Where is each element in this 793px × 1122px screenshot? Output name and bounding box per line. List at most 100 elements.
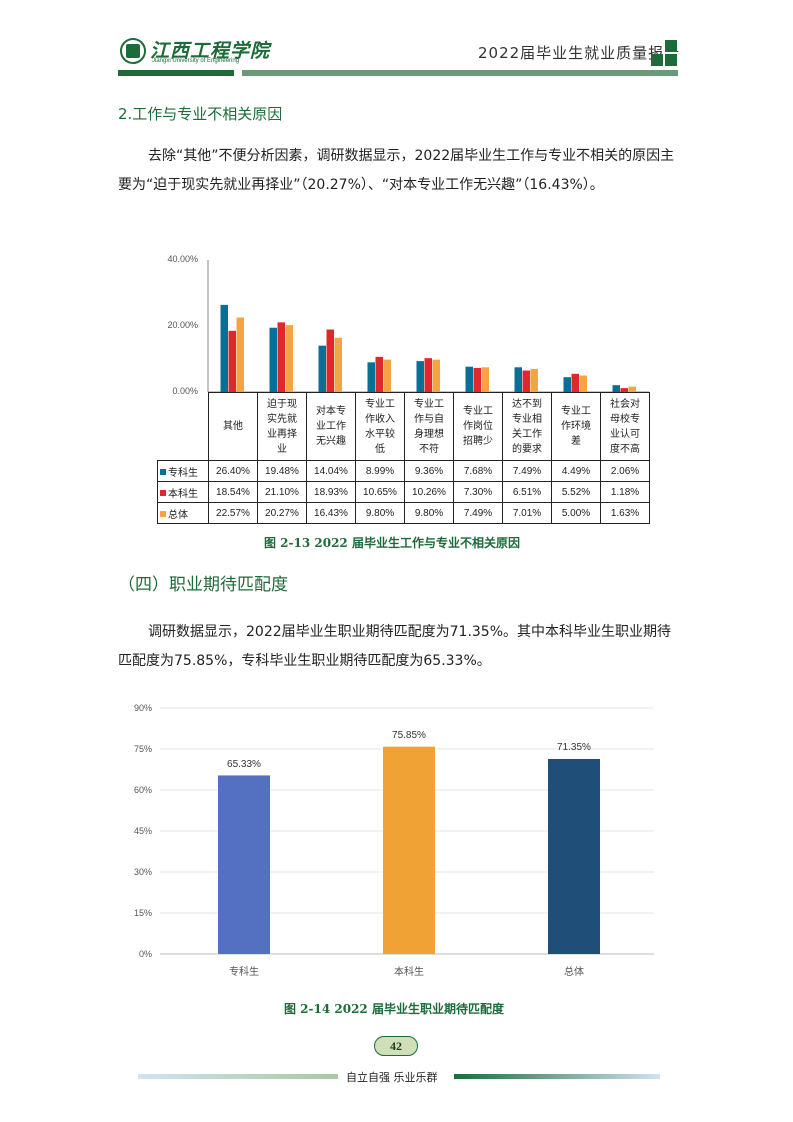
category-label-line: 其他 xyxy=(223,421,243,432)
x-tick-label: 迫于现实先就业再择业 xyxy=(257,392,307,461)
x-tick-label: 专科生 xyxy=(229,967,259,978)
data-label: 1.63% xyxy=(600,502,650,524)
footer-motto: 自立自强 乐业乐群 xyxy=(346,1071,438,1084)
y-tick-label: 90% xyxy=(133,703,152,713)
section-paragraph: 去除“其他”不便分析因素，调研数据显示，2022届毕业生工作与专业不相关的原因主… xyxy=(118,148,675,193)
bar xyxy=(628,386,636,392)
y-tick-label: 45% xyxy=(133,826,152,836)
data-label: 75.85% xyxy=(392,730,426,741)
bar xyxy=(228,330,236,392)
y-tick-label: 40.00% xyxy=(167,254,198,264)
legend-entry: 总体 xyxy=(157,502,209,524)
bar xyxy=(375,356,383,392)
header-rule-left xyxy=(118,70,234,76)
y-tick-label: 20.00% xyxy=(167,320,198,330)
x-tick-label: 达不到 专业相 关工作 的要求 xyxy=(502,392,552,461)
bar xyxy=(285,325,293,392)
category-label-line: 差 xyxy=(571,436,581,447)
legend-swatch xyxy=(160,510,166,517)
data-label: 65.33% xyxy=(227,759,261,770)
legend-swatch xyxy=(160,468,166,475)
bar xyxy=(473,367,481,392)
bar xyxy=(432,359,440,392)
school-name-en: Jiangxi University of Engineering xyxy=(152,58,240,64)
category-label-line: 母校专 xyxy=(610,413,640,425)
bar xyxy=(218,775,270,954)
series-name: 总体 xyxy=(168,509,188,521)
category-label-line: 水平较 xyxy=(365,428,395,440)
y-tick-label: 0% xyxy=(138,949,152,959)
x-tick-label: 专业工 作环境差 xyxy=(551,392,601,461)
bar xyxy=(383,746,435,954)
footer-rule-right xyxy=(454,1074,660,1079)
bar xyxy=(236,317,244,392)
category-label-line: 不符 xyxy=(419,443,439,455)
chapter-paragraph: 调研数据显示，2022届毕业生职业期待匹配度为71.35%。其中本科毕业生职业期… xyxy=(118,624,672,669)
x-tick-label: 专业工 作岗位 招聘少 xyxy=(453,392,503,461)
chart-data-table: 其他 迫于现 实先就 业再择业对本专 业工作 无兴趣 专业工 作收入 水平较低专业工 作与自 身理想… xyxy=(157,392,650,524)
school-name-cn: 江西工程学院 xyxy=(150,40,271,62)
category-label-line: 业工作 xyxy=(316,421,346,432)
category-label-line: 度不高 xyxy=(610,443,640,455)
x-tick-label: 总体 xyxy=(564,967,584,978)
category-label-line: 招聘少 xyxy=(463,436,493,447)
category-label-line: 无兴趣 xyxy=(316,436,346,447)
category-label-line: 迫于现 xyxy=(267,398,297,410)
bar xyxy=(522,370,530,392)
category-label-line: 实先就 xyxy=(267,413,297,425)
y-tick-label: 60% xyxy=(133,785,152,795)
bar xyxy=(530,368,538,392)
bar xyxy=(424,358,432,392)
category-label-line: 作环境 xyxy=(561,421,591,432)
bar xyxy=(277,322,285,392)
data-label: 16.43% xyxy=(306,502,356,524)
table-row: 总体 22.57% 20.27% 16.43% 9.80% 9.80% 7.49% 7.01%… xyxy=(157,502,650,524)
category-label-line: 低 xyxy=(375,443,385,455)
category-label-line: 专业工 xyxy=(365,398,395,410)
y-tick-label: 75% xyxy=(133,744,152,754)
bar xyxy=(612,385,620,392)
x-tick-label: 社会对 母校专 业认可 度不高 xyxy=(600,392,650,461)
x-tick-label: 本科生 xyxy=(394,967,424,978)
y-tick-label: 30% xyxy=(133,867,152,877)
data-label: 7.01% xyxy=(502,502,552,524)
bar xyxy=(481,367,489,392)
category-label-line: 社会对 xyxy=(610,398,640,410)
bar xyxy=(383,359,391,392)
category-label-line: 专业工 xyxy=(414,398,444,410)
bar xyxy=(334,337,342,392)
category-label-line: 业 xyxy=(277,443,287,455)
y-tick-label: 0.00% xyxy=(172,386,198,396)
category-label-line: 关工作 xyxy=(512,428,542,440)
category-label-line: 作岗位 xyxy=(463,421,493,432)
data-label: 7.49% xyxy=(453,502,503,524)
category-label-line: 身理想 xyxy=(414,428,444,440)
category-label-line: 作与自 xyxy=(414,413,444,425)
data-label: 22.57% xyxy=(208,502,258,524)
y-tick-label: 15% xyxy=(133,908,152,918)
category-label-line: 专业工 xyxy=(561,406,591,417)
data-label: 71.35% xyxy=(557,742,591,753)
data-label: 5.00% xyxy=(551,502,601,524)
chapter-title: （四）职业期待匹配度 xyxy=(118,575,288,595)
bar xyxy=(220,304,228,392)
header-squares-icon xyxy=(651,40,677,66)
report-title: 2022届毕业生就业质量报告 xyxy=(478,44,681,62)
bar xyxy=(563,377,571,392)
section-title: 2.工作与专业不相关原因 xyxy=(118,105,283,123)
bar xyxy=(571,373,579,392)
bar xyxy=(514,367,522,392)
category-label-line: 业再择 xyxy=(267,428,297,440)
page-number: 42 xyxy=(374,1036,418,1056)
category-label-line: 的要求 xyxy=(512,443,542,455)
legend-swatch xyxy=(160,489,166,496)
header-rule-right xyxy=(242,70,678,76)
bar xyxy=(326,329,334,392)
x-tick-label: 专业工作与自身理想不符 xyxy=(404,392,454,461)
data-label: 9.80% xyxy=(355,502,405,524)
bar xyxy=(620,388,628,392)
bar xyxy=(367,362,375,392)
category-label-line: 达不到 xyxy=(512,398,542,410)
figure-caption: 图 2-14 2022 届毕业生职业期待匹配度 xyxy=(284,1002,504,1016)
category-label-line: 专业工 xyxy=(463,406,493,417)
